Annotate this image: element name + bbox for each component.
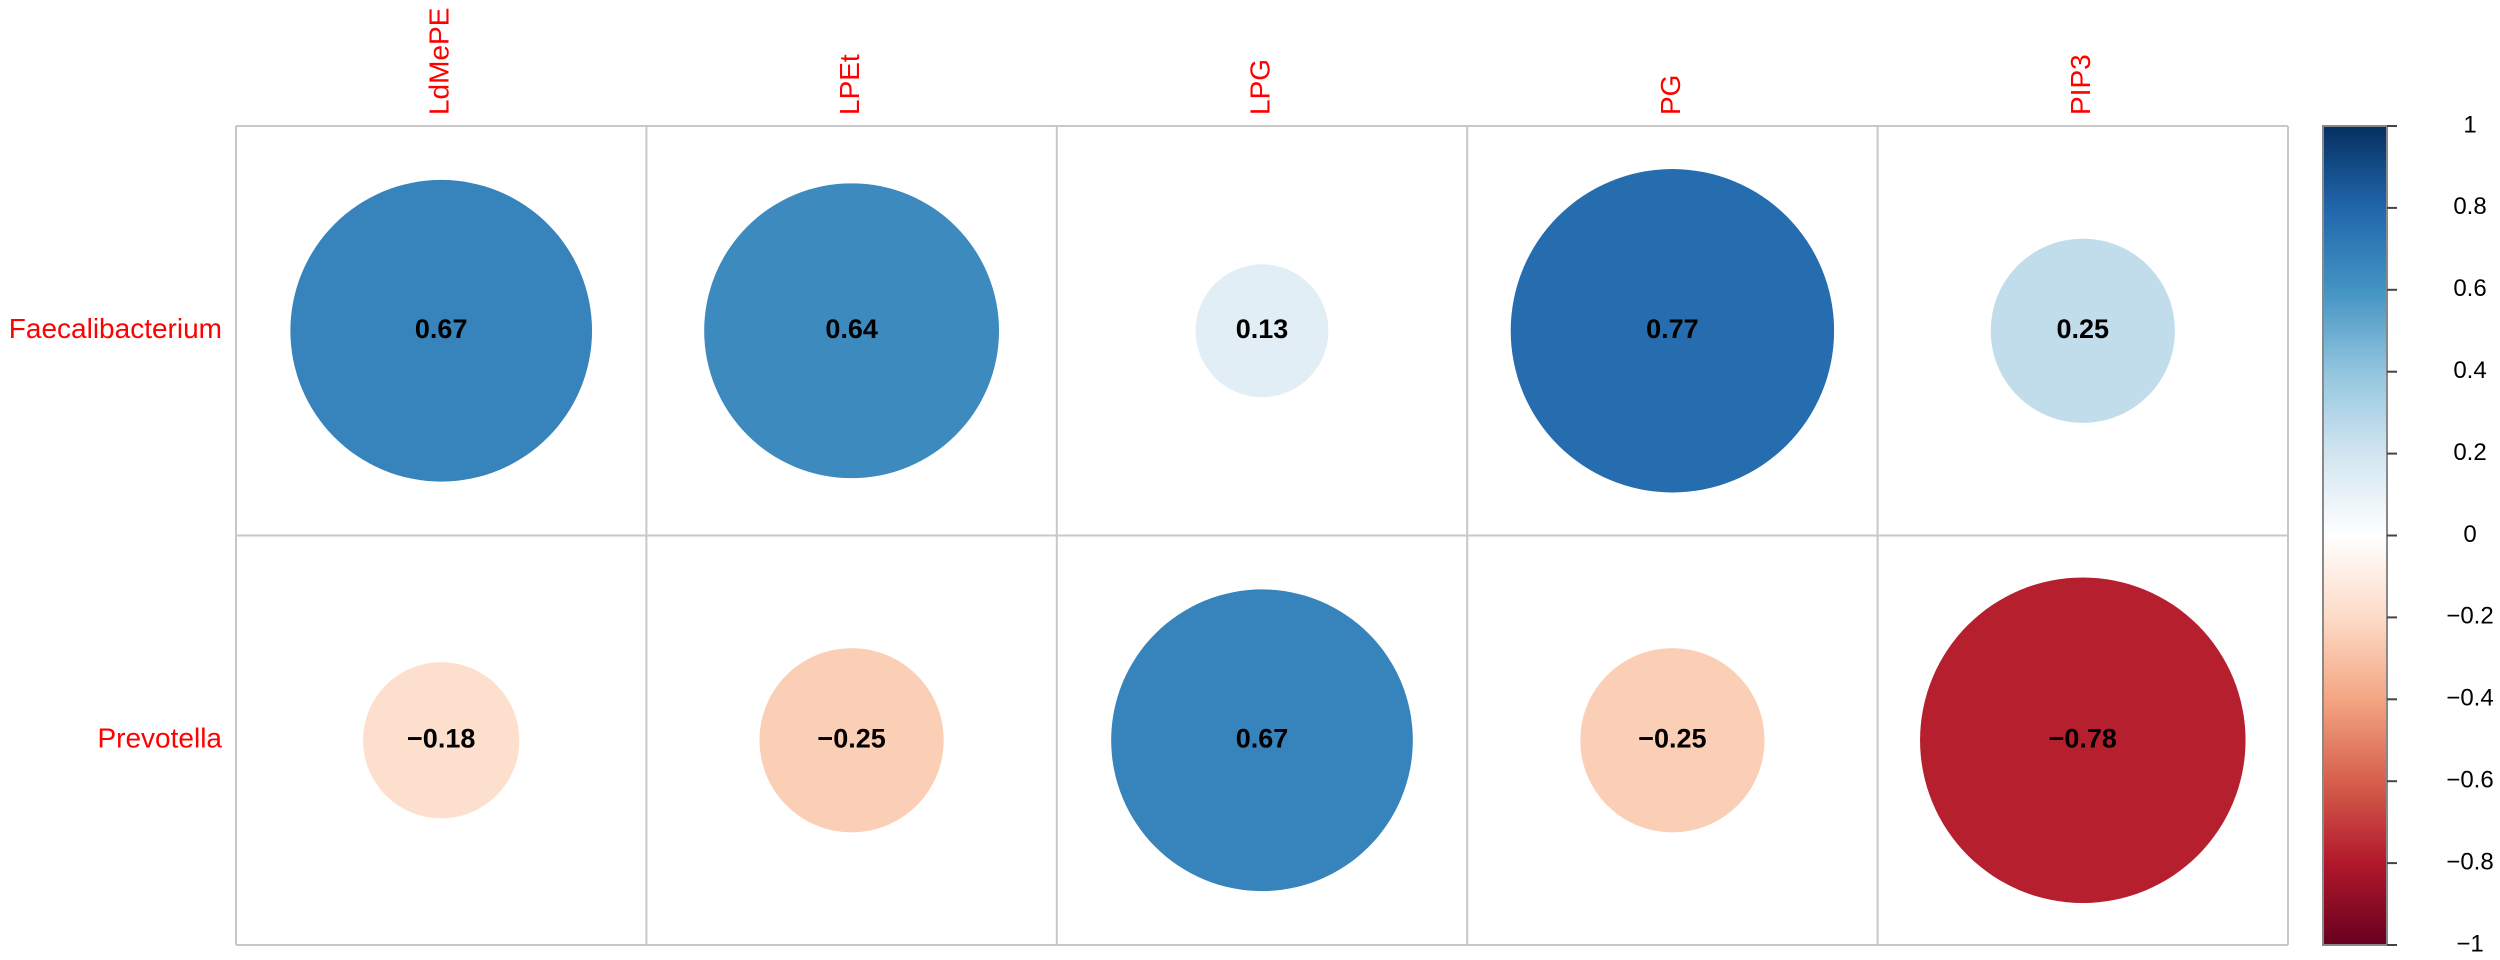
value-label: 0.64: [825, 314, 878, 344]
colorbar-tick-label: 0.4: [2453, 357, 2486, 384]
corr-circle: [1111, 589, 1413, 892]
colorbar-tick-label: 1: [2463, 111, 2476, 138]
row-label: Prevotella: [97, 723, 222, 754]
column-label: LPEt: [834, 54, 865, 115]
column-label: LdMePE: [424, 8, 455, 115]
column-label: LPG: [1244, 59, 1275, 115]
corr-circle: [363, 662, 520, 819]
colorbar-tick-label: −0.6: [2446, 767, 2493, 794]
value-label: 0.25: [2057, 314, 2110, 344]
value-label: 0.13: [1236, 314, 1289, 344]
value-label: 0.67: [1236, 723, 1289, 753]
corr-circle: [759, 648, 944, 833]
value-label: −0.18: [407, 723, 475, 753]
value-label: −0.78: [2049, 723, 2117, 753]
colorbar-tick-label: 0: [2463, 521, 2476, 548]
value-label: 0.77: [1646, 314, 1699, 344]
colorbar-tick-label: −1: [2456, 930, 2483, 957]
value-label: 0.67: [415, 314, 468, 344]
value-label: −0.25: [817, 723, 885, 753]
colorbar-tick-label: −0.2: [2446, 603, 2493, 630]
column-label: PIP3: [2065, 54, 2096, 115]
corr-circle: [1920, 577, 2246, 903]
colorbar-tick-label: −0.8: [2446, 848, 2493, 875]
corr-circle: [1510, 169, 1835, 493]
column-label: PG: [1655, 75, 1686, 115]
colorbar-tick-label: 0.2: [2453, 439, 2486, 466]
corr-circle: [1580, 648, 1765, 833]
value-label: −0.25: [1638, 723, 1706, 753]
corr-circle: [1195, 264, 1329, 398]
corr-circle: [290, 179, 593, 482]
corr-circle: [704, 183, 1000, 479]
colorbar-tick-label: 0.8: [2453, 193, 2486, 220]
row-label: Faecalibacterium: [9, 313, 222, 344]
colorbar: [2322, 125, 2388, 946]
colorbar-tick-label: 0.6: [2453, 275, 2486, 302]
colorbar-tick-label: −0.4: [2446, 685, 2493, 712]
corr-circle: [1990, 238, 2175, 423]
